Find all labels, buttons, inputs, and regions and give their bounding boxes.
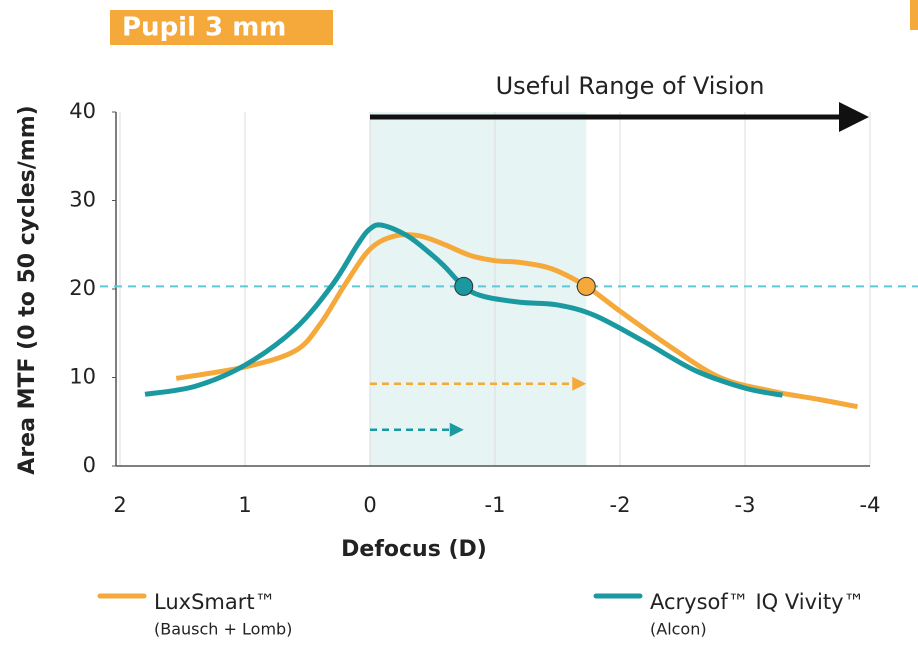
chart-title: Pupil 3 mm <box>122 13 286 43</box>
arrow-head <box>572 376 587 391</box>
legend-label: Acrysof™ IQ Vivity™ <box>650 590 865 614</box>
legend-sublabel: (Alcon) <box>650 620 707 639</box>
legend-label: LuxSmart™ <box>154 590 276 614</box>
annotation: Useful Range of Vision <box>496 72 765 100</box>
x-tick-label: 2 <box>113 493 126 517</box>
y-tick-label: 40 <box>69 99 96 123</box>
highlight-range <box>370 112 587 466</box>
y-axis-label: Area MTF (0 to 50 cycles/mm) <box>15 105 40 474</box>
x-tick-label: 1 <box>238 493 251 517</box>
x-tick-label: -1 <box>485 493 506 517</box>
x-tick-label: -4 <box>860 493 881 517</box>
legend-sublabel: (Bausch + Lomb) <box>154 620 292 639</box>
series-line <box>175 232 858 410</box>
x-tick-label: 0 <box>363 493 376 517</box>
y-tick-label: 0 <box>83 453 96 477</box>
y-tick-label: 30 <box>69 188 96 212</box>
x-axis-label: Defocus (D) <box>341 537 487 562</box>
x-tick-label: -2 <box>610 493 631 517</box>
point-marker <box>454 276 474 296</box>
arrow-head <box>449 422 464 437</box>
y-tick-label: 20 <box>69 276 96 300</box>
point-marker <box>576 276 596 296</box>
y-tick-label: 10 <box>69 365 96 389</box>
x-tick-label: -3 <box>735 493 756 517</box>
corner-strip <box>910 0 918 30</box>
title-badge <box>110 10 333 45</box>
series-line <box>144 222 783 398</box>
